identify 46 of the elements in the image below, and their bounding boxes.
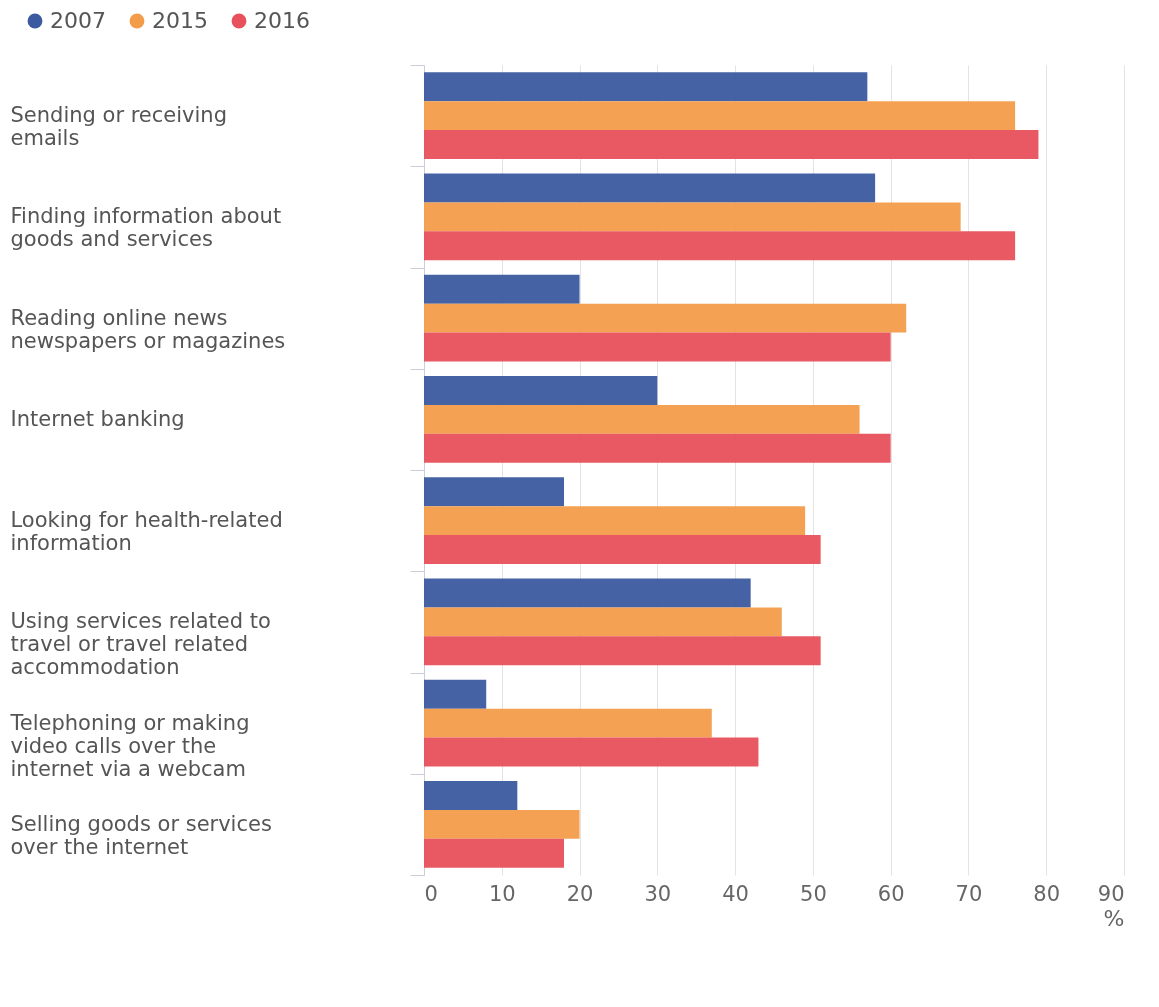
bar [424,737,759,767]
x-tick-label: 70 [955,881,983,906]
bar [424,274,580,304]
x-tick-label: 10 [488,881,516,906]
x-tick-label: 50 [800,881,827,906]
x-tick-label: 0 [424,881,438,906]
bar [424,809,580,839]
legend-label: 2007 [50,8,106,33]
bar [424,404,860,434]
bar [424,578,751,608]
bar [424,506,806,536]
bar [424,679,487,709]
legend-label: 2016 [254,8,310,33]
x-tick-label: 60 [877,881,905,906]
bar [424,202,961,232]
x-tick-label: 90 [1097,881,1125,906]
bar [424,838,564,868]
bar [424,173,876,203]
bar [424,72,868,102]
y-tick-label: Sending or receiving emails [10,103,227,151]
bar [424,780,518,810]
bar [424,130,1039,160]
x-tick-label: 30 [644,881,672,906]
x-tick-label: 20 [566,881,594,906]
bar [424,332,891,362]
bar [424,101,1016,131]
y-tick-label: Looking for health-related information [10,508,283,556]
bar [424,535,821,565]
bar [424,708,712,738]
y-tick-label: Internet banking [10,406,185,431]
bar [424,636,821,666]
bar [424,375,658,405]
y-tick-label: Selling goods or services over the internet [10,811,272,859]
x-tick-label: 80 [1033,881,1061,906]
y-tick-label: Telephoning or making video calls over the internet via a webcam [9,710,250,781]
y-tick-label: Finding information about goods and services [10,204,282,252]
y-tick-label: Reading online news newspapers or magazines [10,305,286,353]
bar [424,477,564,507]
bar [424,303,907,333]
bar [424,231,1016,261]
x-tick-label: 40 [722,881,749,906]
bar [424,433,891,463]
legend-label: 2015 [152,8,208,33]
bar [424,607,782,637]
y-tick-label: Using services related to travel or travel related accommodation [10,609,271,680]
x-axis-title: % [1103,905,1125,931]
